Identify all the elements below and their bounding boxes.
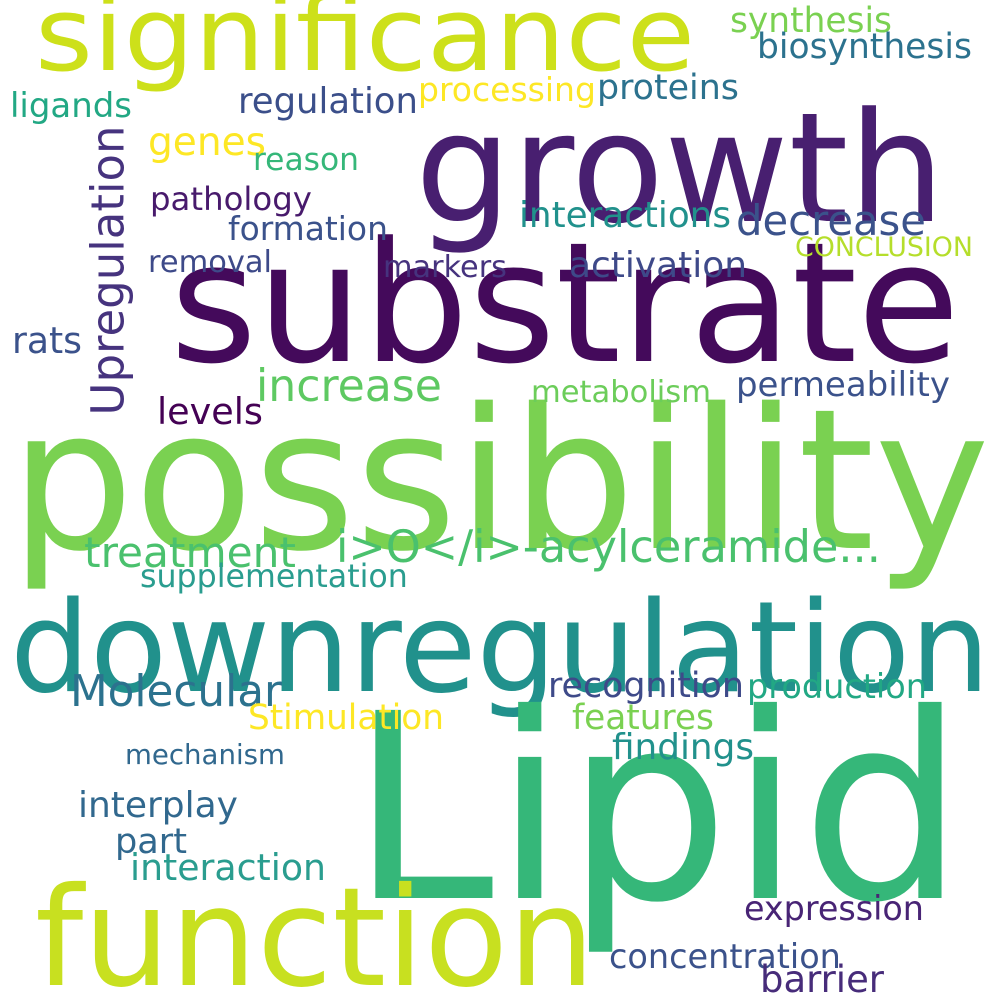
word-3: substrate bbox=[170, 207, 960, 402]
word-31: i>O</i>-acylceramide... bbox=[336, 520, 881, 573]
word-45: barrier bbox=[760, 957, 884, 1000]
word-7: function bbox=[35, 858, 595, 1000]
word-10: biosynthesis bbox=[757, 27, 972, 68]
word-43: expression bbox=[744, 889, 924, 929]
word-11: ligands bbox=[10, 85, 132, 126]
word-12: regulation bbox=[238, 81, 418, 123]
word-44: concentration bbox=[609, 937, 841, 977]
word-32: supplementation bbox=[140, 558, 408, 595]
word-8: Upregulation bbox=[81, 125, 135, 415]
word-22: removal bbox=[148, 245, 272, 281]
word-18: decrease bbox=[736, 196, 926, 246]
word-14: proteins bbox=[597, 67, 739, 108]
word-6: Lipid bbox=[350, 657, 965, 959]
word-35: production bbox=[747, 667, 927, 707]
word-38: mechanism bbox=[125, 737, 285, 771]
word-19: formation bbox=[228, 208, 388, 248]
word-30: treatment bbox=[84, 527, 296, 577]
word-23: markers bbox=[383, 250, 507, 286]
word-9: synthesis bbox=[730, 1, 892, 42]
word-42: interaction bbox=[130, 845, 326, 889]
word-36: Stimulation bbox=[248, 698, 444, 739]
word-20: interactions bbox=[519, 195, 731, 237]
word-2: growth bbox=[415, 80, 945, 258]
word-29: levels bbox=[157, 390, 263, 434]
word-1: significance bbox=[35, 0, 695, 95]
word-21: CONCLUSION bbox=[795, 231, 973, 263]
word-34: recognition bbox=[548, 665, 744, 706]
word-39: findings bbox=[612, 726, 754, 768]
word-5: downregulation bbox=[10, 574, 990, 722]
word-33: Molecular bbox=[70, 666, 282, 718]
word-26: increase bbox=[256, 361, 442, 413]
word-28: permeability bbox=[736, 364, 950, 405]
word-27: metabolism bbox=[531, 374, 711, 410]
word-17: pathology bbox=[150, 180, 312, 219]
word-16: reason bbox=[253, 142, 359, 179]
word-15: genes bbox=[148, 119, 266, 165]
word-4: possibility bbox=[10, 368, 990, 596]
word-24: activation bbox=[569, 244, 747, 286]
word-37: features bbox=[572, 698, 714, 739]
word-25: rats bbox=[12, 318, 82, 362]
word-41: part bbox=[115, 820, 187, 862]
word-13: processing bbox=[418, 69, 596, 109]
word-40: interplay bbox=[78, 784, 238, 826]
